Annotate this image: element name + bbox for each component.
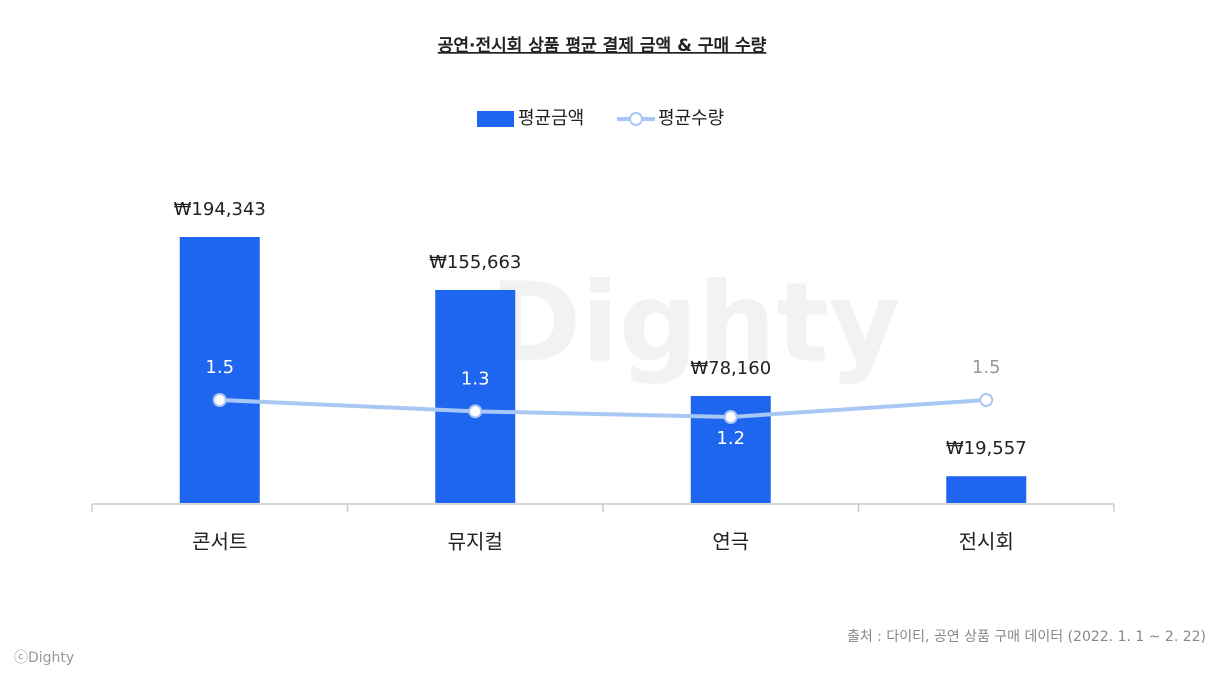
legend-label: 평균수량 xyxy=(658,108,724,129)
line-marker xyxy=(723,410,738,424)
line-marker xyxy=(979,393,994,407)
bar-value-label: ₩155,663 xyxy=(429,252,521,273)
watermark: Dighty xyxy=(490,258,900,386)
line-value-label: 1.5 xyxy=(972,357,1001,378)
bar-value-label: ₩19,557 xyxy=(946,438,1027,459)
x-tick-label: 콘서트 xyxy=(192,530,247,554)
source: 출처 : 다이티, 공연 상품 구매 데이터 (2022. 1. 1 ~ 2. … xyxy=(847,629,1206,645)
bar-value-label: ₩78,160 xyxy=(690,358,771,379)
legend-swatch xyxy=(477,111,514,127)
x-tick-label: 전시회 xyxy=(959,530,1014,554)
legend-marker xyxy=(629,112,643,126)
chart-title: 공연·전시회 상품 평균 결제 금액 & 구매 수량 xyxy=(438,36,767,56)
credit: ⓒDighty xyxy=(14,650,74,666)
bar xyxy=(946,476,1027,503)
x-tick-label: 연극 xyxy=(712,530,749,554)
x-tick-label: 뮤지컬 xyxy=(448,530,503,554)
bar xyxy=(179,237,260,503)
line-value-label: 1.2 xyxy=(716,428,745,449)
legend-label: 평균금액 xyxy=(518,108,584,129)
line-marker xyxy=(212,393,227,407)
bar xyxy=(435,289,516,503)
bar-value-label: ₩194,343 xyxy=(174,199,266,220)
line-marker xyxy=(468,404,483,419)
line xyxy=(219,398,987,420)
line-value-label: 1.3 xyxy=(461,368,490,389)
line-value-label: 1.5 xyxy=(205,357,234,378)
